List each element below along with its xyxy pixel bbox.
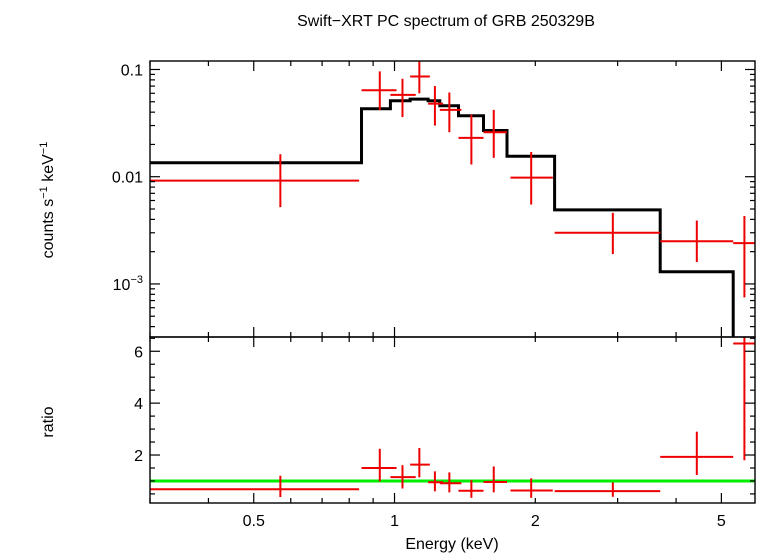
chart-title: Swift−XRT PC spectrum of GRB 250329B — [297, 13, 595, 30]
data-point — [733, 216, 755, 298]
y-tick-label: 6 — [134, 344, 143, 361]
y-axis-ticks: 2 4 6 — [134, 337, 755, 495]
y-tick-label: 2 — [134, 448, 143, 465]
data-point — [410, 61, 430, 94]
data-point — [660, 220, 734, 263]
data-point — [483, 109, 508, 158]
data-point — [361, 448, 397, 482]
data-point — [483, 466, 508, 493]
data-point — [150, 154, 360, 208]
x-tick-label: 2 — [531, 513, 540, 530]
data-point — [458, 480, 484, 498]
data-point — [554, 482, 661, 497]
x-axis-label: Energy (keV) — [405, 536, 498, 553]
data-point — [510, 152, 553, 205]
x-tick-label: 1 — [390, 513, 399, 530]
x-axis-ticks — [149, 337, 722, 503]
data-point — [458, 114, 484, 165]
data-point — [439, 472, 462, 493]
x-tick-label: 5 — [717, 513, 726, 530]
spectrum-panel: 0.1 0.01 10−3 — [112, 61, 755, 337]
data-point — [390, 465, 416, 489]
ratio-plot-frame — [149, 336, 756, 504]
data-point — [428, 86, 444, 126]
model-line — [150, 97, 735, 337]
y-tick-label: 0.1 — [121, 62, 143, 79]
x-axis-ticks — [149, 61, 722, 337]
data-point — [390, 78, 416, 118]
y-tick-label: 0.01 — [112, 170, 143, 187]
ratio-panel: 2 4 6 — [134, 337, 755, 503]
data-point — [150, 475, 360, 498]
spectrum-plot-frame — [149, 60, 756, 338]
data-point — [410, 448, 430, 478]
spectrum-y-axis-label: counts s−1 keV−1 — [38, 142, 57, 259]
data-point — [660, 431, 734, 475]
data-point — [361, 71, 397, 110]
x-tick-label: 0.5 — [243, 513, 265, 530]
y-tick-label: 4 — [134, 396, 143, 413]
y-tick-label: 10−3 — [113, 274, 143, 294]
x-tick-labels: 0.5 1 2 5 — [243, 513, 726, 530]
y-axis-ticks: 0.1 0.01 10−3 — [112, 62, 755, 328]
data-point — [510, 478, 553, 498]
data-point — [439, 92, 462, 133]
ratio-y-axis-label: ratio — [40, 406, 57, 437]
data-point — [428, 471, 444, 492]
data-point — [733, 337, 755, 461]
data-point — [554, 212, 661, 255]
